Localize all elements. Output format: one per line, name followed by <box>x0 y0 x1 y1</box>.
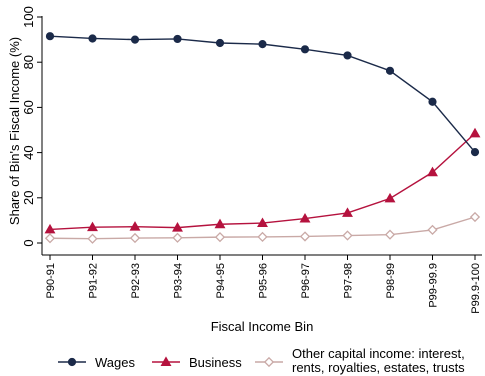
data-point-business <box>214 218 226 229</box>
legend-label: Business <box>189 355 242 370</box>
x-tick-label: P97-98 <box>343 263 355 298</box>
data-point-business <box>129 221 141 231</box>
series-layer <box>44 32 481 244</box>
data-point-other-capital-income <box>87 233 98 244</box>
legend-item-business: Business <box>152 355 242 370</box>
y-tick-label: 40 <box>21 145 36 159</box>
axes: 0 20 40 60 80 100 P90-91 P91-92 P92-93 P93-94 P94-… <box>21 6 482 314</box>
x-tick-label: P98-99 <box>385 263 397 298</box>
legend-label-line: rents, royalties, estates, trusts <box>292 360 465 375</box>
data-point-wages <box>173 34 182 44</box>
x-tick-label: P99.9-100 <box>470 263 482 314</box>
data-point-business <box>342 207 353 217</box>
x-tick-label: P90-91 <box>45 263 57 298</box>
legend-label-line: Other capital income: interest, <box>292 346 465 361</box>
legend-swatch-marker <box>67 357 77 367</box>
legend-swatch-marker <box>160 356 172 366</box>
data-point-business <box>44 223 56 234</box>
data-point-business <box>87 221 98 232</box>
data-point-wages <box>258 40 267 49</box>
legend-item-wages: Wages <box>58 355 135 370</box>
data-point-wages <box>88 34 97 43</box>
x-tick-label: P93-94 <box>173 263 185 298</box>
legend-label: Wages <box>95 355 135 370</box>
y-tick-label: 100 <box>21 6 36 28</box>
data-point-wages <box>343 51 352 60</box>
y-tick-label: 20 <box>21 191 36 205</box>
data-point-business <box>427 166 438 177</box>
y-tick-label: 60 <box>21 100 36 114</box>
data-point-other-capital-income <box>427 224 438 236</box>
data-point-other-capital-income <box>214 232 226 243</box>
series-line-wages <box>49 35 476 153</box>
x-tick-label: P95-96 <box>258 263 270 298</box>
x-tick-label: P92-93 <box>130 263 142 298</box>
series-line-business <box>49 132 476 231</box>
legend-label: Other capital income: interest, rents, ro… <box>292 346 465 375</box>
legend-swatch-marker <box>263 356 275 368</box>
data-point-other-capital-income <box>384 229 396 240</box>
data-point-business <box>384 192 396 203</box>
data-point-wages <box>45 32 55 41</box>
data-point-other-capital-income <box>342 230 353 241</box>
legend-item-other-capital-income: Other capital income: interest, rents, ro… <box>255 346 465 375</box>
data-point-wages <box>470 148 480 157</box>
data-point-business <box>257 217 268 228</box>
x-tick-label: P96-97 <box>300 263 312 298</box>
data-point-other-capital-income <box>257 231 268 243</box>
y-axis-title: Share of Bin's Fiscal Income (%) <box>7 37 22 225</box>
data-point-wages <box>300 45 310 54</box>
x-tick-label: P91-92 <box>88 263 100 298</box>
data-point-wages <box>130 35 140 44</box>
data-point-other-capital-income <box>129 232 141 244</box>
x-axis-title: Fiscal Income Bin <box>211 319 314 334</box>
series-business <box>44 127 481 234</box>
data-point-business <box>172 222 183 232</box>
x-tick-label: P94-95 <box>215 263 227 298</box>
legend: Wages Business Other capital income: inter… <box>58 346 465 375</box>
data-point-business <box>469 127 481 138</box>
data-point-other-capital-income <box>172 232 183 243</box>
data-point-wages <box>215 38 225 48</box>
series-wages <box>45 32 480 157</box>
y-tick-label: 80 <box>21 55 36 69</box>
data-point-wages <box>428 97 437 106</box>
data-point-business <box>299 212 311 223</box>
x-tick-label: P99-99.9 <box>428 263 440 308</box>
data-point-wages <box>385 66 395 75</box>
y-tick-label: 0 <box>21 239 36 246</box>
series-other-capital-income <box>44 211 481 244</box>
data-point-other-capital-income <box>44 233 56 244</box>
data-point-other-capital-income <box>469 211 481 223</box>
data-point-other-capital-income <box>299 231 311 242</box>
